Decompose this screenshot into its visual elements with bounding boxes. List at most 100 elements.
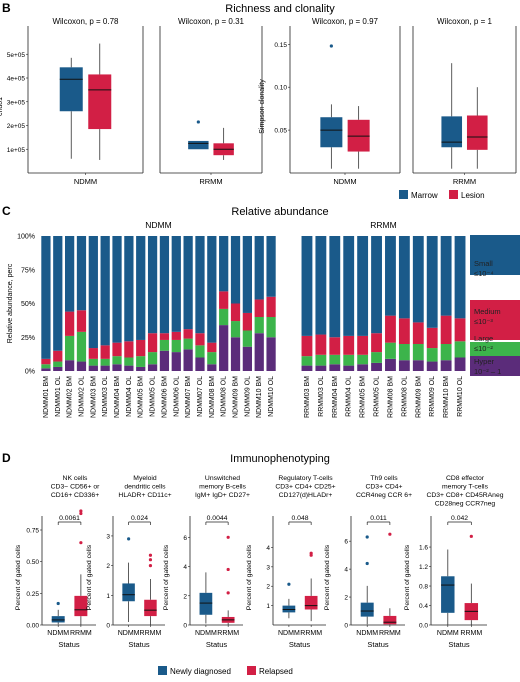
facet-title: RRMM bbox=[370, 220, 396, 230]
x-axis-label: Status bbox=[448, 640, 470, 649]
bar-hyper bbox=[329, 364, 341, 371]
legend-c-hyper-swatch bbox=[470, 356, 520, 376]
subplot-title-line: CD3+ CD4+ bbox=[365, 484, 402, 491]
y-axis-label: Percent of gated cells bbox=[86, 544, 93, 610]
box-marrow-box bbox=[59, 67, 83, 112]
bar-small bbox=[183, 236, 193, 330]
bar-small bbox=[65, 236, 75, 312]
legend-b-lesion-swatch bbox=[449, 190, 458, 199]
legend-b-marrow-swatch bbox=[399, 190, 408, 199]
box-relapsed-outlier bbox=[309, 551, 313, 555]
bar-small bbox=[385, 236, 396, 316]
subplot-title-line: IgM+ IgD+ CD27+ bbox=[195, 492, 250, 499]
box-lesion-box bbox=[88, 74, 112, 130]
y-tick-label: 1e+05 bbox=[7, 147, 26, 154]
box-relapsed-outlier bbox=[148, 553, 153, 557]
y-tick-label: 5e+05 bbox=[7, 52, 26, 59]
y-tick-label: 2 bbox=[266, 584, 270, 591]
x-tick-label: RRMM04 OL bbox=[346, 376, 353, 417]
y-tick-label: 0.05 bbox=[274, 128, 287, 135]
bar-medium bbox=[207, 342, 217, 353]
subplot-title-line: NK cells bbox=[63, 475, 89, 482]
pvalue-label: 0.024 bbox=[131, 515, 148, 522]
panel-d-plot-5: Th9 cells CD3+ CD4+CCR4neg CCR 6+ 0 2 4 6 Perc… bbox=[324, 475, 412, 649]
legend-b: Marrow Lesion bbox=[399, 190, 485, 200]
bar-hyper bbox=[426, 361, 438, 371]
box-relapsed-outlier bbox=[388, 532, 392, 536]
legend-c-hyper-range: 10⁻² – 1 bbox=[474, 367, 501, 376]
bar-medium bbox=[41, 358, 51, 365]
x-tick-label: NDMM07 OL bbox=[197, 376, 204, 417]
facet-title: Wilcoxon, p = 1 bbox=[437, 17, 492, 26]
x-tick-label: NDMM02 BM bbox=[67, 376, 74, 418]
subplot-title-line: HLADR+ CD11c+ bbox=[118, 492, 171, 499]
box-newly-diagnosed-outlier bbox=[127, 537, 131, 541]
bar-medium bbox=[357, 335, 369, 355]
bar-hyper bbox=[195, 357, 205, 371]
bar-small bbox=[147, 236, 158, 334]
y-tick-label: 2 bbox=[344, 595, 348, 602]
bar-hyper bbox=[343, 365, 355, 371]
bar-hyper bbox=[266, 337, 276, 371]
x-tick-label: RRMM05 BM bbox=[360, 376, 367, 418]
bar-medium bbox=[315, 334, 327, 355]
bar-large bbox=[301, 356, 313, 366]
y-axis-label: Simpson clonality bbox=[259, 79, 266, 134]
x-tick-label: NDMM04 BM bbox=[114, 376, 121, 418]
x-tick-label: NDMM06 OL bbox=[173, 376, 180, 417]
bar-large bbox=[412, 344, 424, 361]
box-newly-diagnosed-box bbox=[360, 602, 374, 617]
x-tick-label: RRMM bbox=[460, 630, 482, 637]
legend-d-relapsed-swatch bbox=[247, 666, 256, 675]
box-relapsed-outlier bbox=[79, 509, 83, 513]
bar-small bbox=[426, 236, 438, 328]
panel-d-letter: D bbox=[2, 451, 11, 465]
box-relapsed-outlier bbox=[226, 567, 230, 572]
subplot-title-line: Regulatory T-cells bbox=[278, 475, 333, 482]
legend-c-small-label: Small bbox=[474, 259, 493, 268]
y-tick-label: 0.75 bbox=[26, 528, 39, 535]
bar-hyper bbox=[112, 364, 122, 371]
y-tick-label: 1.6 bbox=[419, 545, 428, 552]
bar-small bbox=[124, 236, 134, 342]
subplot-title-line: Th9 cells bbox=[370, 475, 398, 482]
bar-large bbox=[454, 341, 466, 358]
y-tick-label: 3e+05 bbox=[7, 99, 26, 106]
y-tick-label: 0 bbox=[344, 623, 348, 630]
y-tick-label: 3 bbox=[106, 533, 110, 540]
box-lesion-box bbox=[466, 115, 488, 150]
bar-large bbox=[343, 354, 355, 366]
bar-large bbox=[183, 338, 193, 350]
bar-small bbox=[88, 236, 98, 349]
y-tick-label: 2 bbox=[106, 563, 110, 570]
bar-hyper bbox=[219, 325, 229, 371]
bar-small bbox=[454, 236, 466, 319]
x-tick-label: RRMM10 OL bbox=[457, 376, 464, 417]
legend-d-nd-swatch bbox=[158, 666, 167, 675]
x-tick-label: RRMM bbox=[140, 630, 162, 637]
bar-hyper bbox=[100, 365, 110, 371]
y-tick-label: 100% bbox=[17, 234, 35, 241]
y-tick-label: 4 bbox=[344, 567, 348, 574]
x-tick-label: RRMM bbox=[379, 630, 401, 637]
bar-large bbox=[371, 352, 382, 363]
bar-medium bbox=[76, 310, 87, 332]
box-relapsed-outlier bbox=[79, 511, 83, 516]
bar-medium bbox=[171, 331, 181, 340]
box-relapsed-box bbox=[74, 595, 88, 617]
bar-hyper bbox=[385, 358, 396, 371]
y-tick-label: 75% bbox=[21, 267, 35, 274]
bar-large bbox=[329, 354, 341, 365]
legend-c-medium-range: ≤10⁻³ bbox=[474, 317, 493, 326]
y-tick-label: 0.4 bbox=[419, 603, 428, 610]
x-tick-label: NDMM09 BM bbox=[233, 376, 240, 418]
bar-large bbox=[207, 352, 217, 365]
bar-hyper bbox=[136, 366, 146, 371]
bar-large bbox=[136, 356, 146, 367]
bar-hyper bbox=[412, 360, 424, 371]
box-marrow-box bbox=[320, 117, 343, 148]
y-axis-label: Percent of gated cells bbox=[246, 544, 253, 610]
